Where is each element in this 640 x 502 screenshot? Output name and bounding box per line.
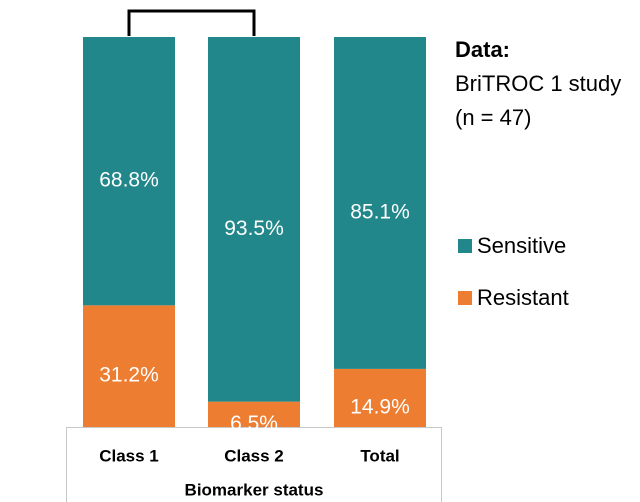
x-axis-title: Biomarker status — [185, 480, 324, 499]
annotation-heading: Data: — [455, 37, 511, 62]
value-label: 68.8% — [99, 169, 159, 192]
annotation-text: BriTROC 1 study (n = 47) — [455, 71, 622, 130]
annotation: Data: BriTROC 1 study (n = 47) — [455, 33, 635, 135]
value-label: 6.5% — [230, 412, 278, 435]
legend-swatch — [458, 239, 472, 253]
x-tick-label: Total — [360, 446, 399, 465]
value-label: 85.1% — [350, 200, 410, 223]
legend-label: Sensitive — [477, 233, 566, 258]
x-tick-label: Class 2 — [224, 446, 284, 465]
bar-segment — [208, 401, 300, 427]
x-tick-label: Class 1 — [99, 446, 159, 465]
bar-segment — [208, 37, 300, 402]
bracket — [127, 9, 256, 36]
bar-segment — [334, 368, 426, 427]
bar-segment — [83, 37, 175, 306]
axis-box — [66, 427, 442, 502]
legend-label: Resistant — [477, 285, 569, 310]
bar-segment — [334, 37, 426, 369]
value-label: 93.5% — [224, 217, 284, 240]
value-label: 31.2% — [99, 364, 159, 387]
legend-swatch — [458, 291, 472, 305]
bar-segment — [83, 305, 175, 427]
value-label: 14.9% — [350, 395, 410, 418]
